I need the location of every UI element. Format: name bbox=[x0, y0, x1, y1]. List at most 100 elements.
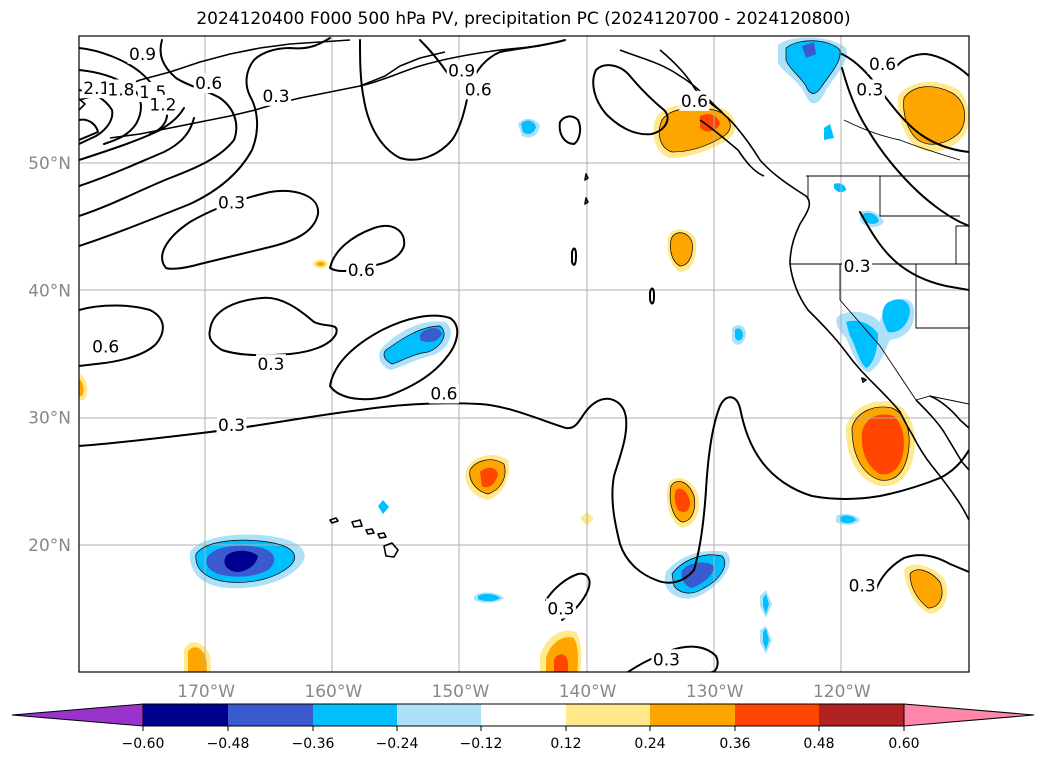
pv-contour-0.3 bbox=[859, 211, 969, 291]
contour-label-background bbox=[854, 79, 885, 100]
precip-area bbox=[903, 86, 965, 145]
pv-contour-closed bbox=[558, 115, 582, 145]
us-mexico-border bbox=[915, 395, 969, 405]
colorbar-extend-high bbox=[903, 703, 1035, 727]
precip-area bbox=[700, 114, 720, 132]
pv-contour-0.6 bbox=[359, 39, 566, 161]
colorbar-tick-label: −0.24 bbox=[376, 736, 419, 752]
pv-contour-line bbox=[79, 117, 195, 187]
us-west-coast bbox=[789, 263, 913, 435]
precip-area bbox=[480, 467, 498, 488]
precip-area bbox=[554, 654, 568, 672]
baja-east-coast bbox=[915, 399, 969, 471]
colorbar-tick-label: 0.60 bbox=[888, 736, 919, 752]
contour-label: 1.2 bbox=[149, 96, 176, 116]
contour-label: 0.3 bbox=[856, 80, 883, 100]
hawaii-big-island bbox=[383, 542, 399, 558]
longitude-label: 130°W bbox=[686, 682, 744, 702]
precip-area bbox=[824, 124, 834, 140]
pv-contour-0.6 bbox=[329, 314, 459, 401]
contour-label-background bbox=[446, 60, 477, 81]
contour-label: 0.6 bbox=[430, 384, 457, 404]
longitude-labels: 170°W 160°W 150°W 140°W 130°W 120°W bbox=[177, 682, 871, 702]
contour-label-background bbox=[428, 383, 459, 404]
vancouver-island bbox=[699, 119, 765, 177]
colorbar-tick-label: 0.24 bbox=[634, 736, 665, 752]
latitude-label: 50°N bbox=[28, 154, 71, 174]
hawaii-island bbox=[329, 517, 339, 524]
contour-label-background bbox=[105, 79, 136, 100]
contour-label: 0.6 bbox=[195, 74, 222, 94]
colorbar-tick-label: 0.12 bbox=[550, 736, 581, 752]
colorbar-segment bbox=[650, 704, 735, 726]
precip-area bbox=[478, 593, 500, 602]
latitude-label: 40°N bbox=[28, 281, 71, 301]
precip-area bbox=[79, 378, 84, 396]
contour-label-background bbox=[193, 73, 224, 94]
colorbar-segment bbox=[397, 704, 481, 726]
hawaii-island bbox=[365, 528, 375, 535]
colorbar-segment bbox=[735, 704, 819, 726]
contour-label: 0.3 bbox=[257, 355, 284, 375]
precip-area bbox=[420, 328, 442, 342]
pv-contours bbox=[79, 37, 969, 672]
contour-label-background bbox=[255, 354, 286, 375]
longitude-label: 150°W bbox=[432, 682, 490, 702]
contour-label-background bbox=[842, 256, 873, 277]
contour-label: 1.8 bbox=[107, 80, 134, 100]
pv-contour-0.6 bbox=[841, 53, 969, 153]
contour-label: 0.9 bbox=[129, 45, 156, 65]
pv-contour-closed bbox=[649, 287, 655, 305]
colorbar-tick-label: 0.48 bbox=[803, 736, 834, 752]
colorbar-segment bbox=[143, 704, 228, 726]
longitude-label: 160°W bbox=[304, 682, 362, 702]
contour-label-background bbox=[261, 85, 292, 106]
contour-label: 0.3 bbox=[263, 87, 290, 107]
colorbar-tick-label: −0.48 bbox=[207, 736, 250, 752]
precip-area bbox=[188, 647, 207, 672]
contour-label-background bbox=[147, 94, 178, 115]
coast-segment bbox=[79, 97, 86, 111]
colorbar-segment bbox=[481, 704, 566, 726]
precip-area bbox=[861, 414, 904, 475]
pv-contour-0.3 bbox=[875, 554, 969, 591]
pv-contour-0.6 bbox=[592, 64, 669, 136]
contour-label: 0.6 bbox=[348, 261, 375, 281]
precip-area bbox=[763, 594, 769, 614]
hawaii-island bbox=[377, 532, 387, 539]
contour-label-background bbox=[81, 78, 112, 99]
precipitation-shading bbox=[79, 37, 969, 672]
contour-label: 0.9 bbox=[448, 61, 475, 81]
borders bbox=[790, 119, 969, 405]
contour-label: 0.6 bbox=[465, 80, 492, 100]
contour-label-background bbox=[346, 260, 377, 281]
bc-coast bbox=[619, 49, 811, 265]
pv-contour-line bbox=[79, 107, 185, 161]
small-island bbox=[584, 173, 589, 181]
colorbar: −0.60 −0.48 −0.36 −0.24 −0.12 0.12 0.24 0.36 0.4… bbox=[11, 703, 1035, 752]
longitude-label: 170°W bbox=[177, 682, 235, 702]
pv-contour-0.3 bbox=[208, 296, 338, 357]
contour-label: 0.6 bbox=[681, 92, 708, 112]
contour-label: 0.6 bbox=[92, 337, 119, 357]
colorbar-segment bbox=[819, 704, 904, 726]
precip-area bbox=[681, 562, 714, 588]
precip-area bbox=[910, 569, 943, 608]
precip-area bbox=[521, 120, 536, 135]
state-border bbox=[915, 264, 969, 329]
precip-area bbox=[224, 550, 258, 572]
gulf-of-alaska-coast bbox=[359, 45, 541, 87]
colorbar-segment bbox=[228, 704, 313, 726]
longitude-label: 140°W bbox=[559, 682, 617, 702]
longitude-label: 120°W bbox=[813, 682, 871, 702]
contour-label-background bbox=[90, 336, 121, 357]
pv-contour-0.6 bbox=[893, 53, 969, 77]
precip-area bbox=[316, 261, 325, 267]
precip-area bbox=[786, 40, 841, 94]
pv-contour-0.3 bbox=[841, 67, 969, 227]
contour-label: 0.3 bbox=[218, 416, 245, 436]
mexico-mainland-coast bbox=[929, 395, 969, 429]
precip-area bbox=[378, 500, 389, 514]
pv-contour-0.3 bbox=[79, 396, 969, 584]
contour-label-background bbox=[867, 53, 898, 74]
